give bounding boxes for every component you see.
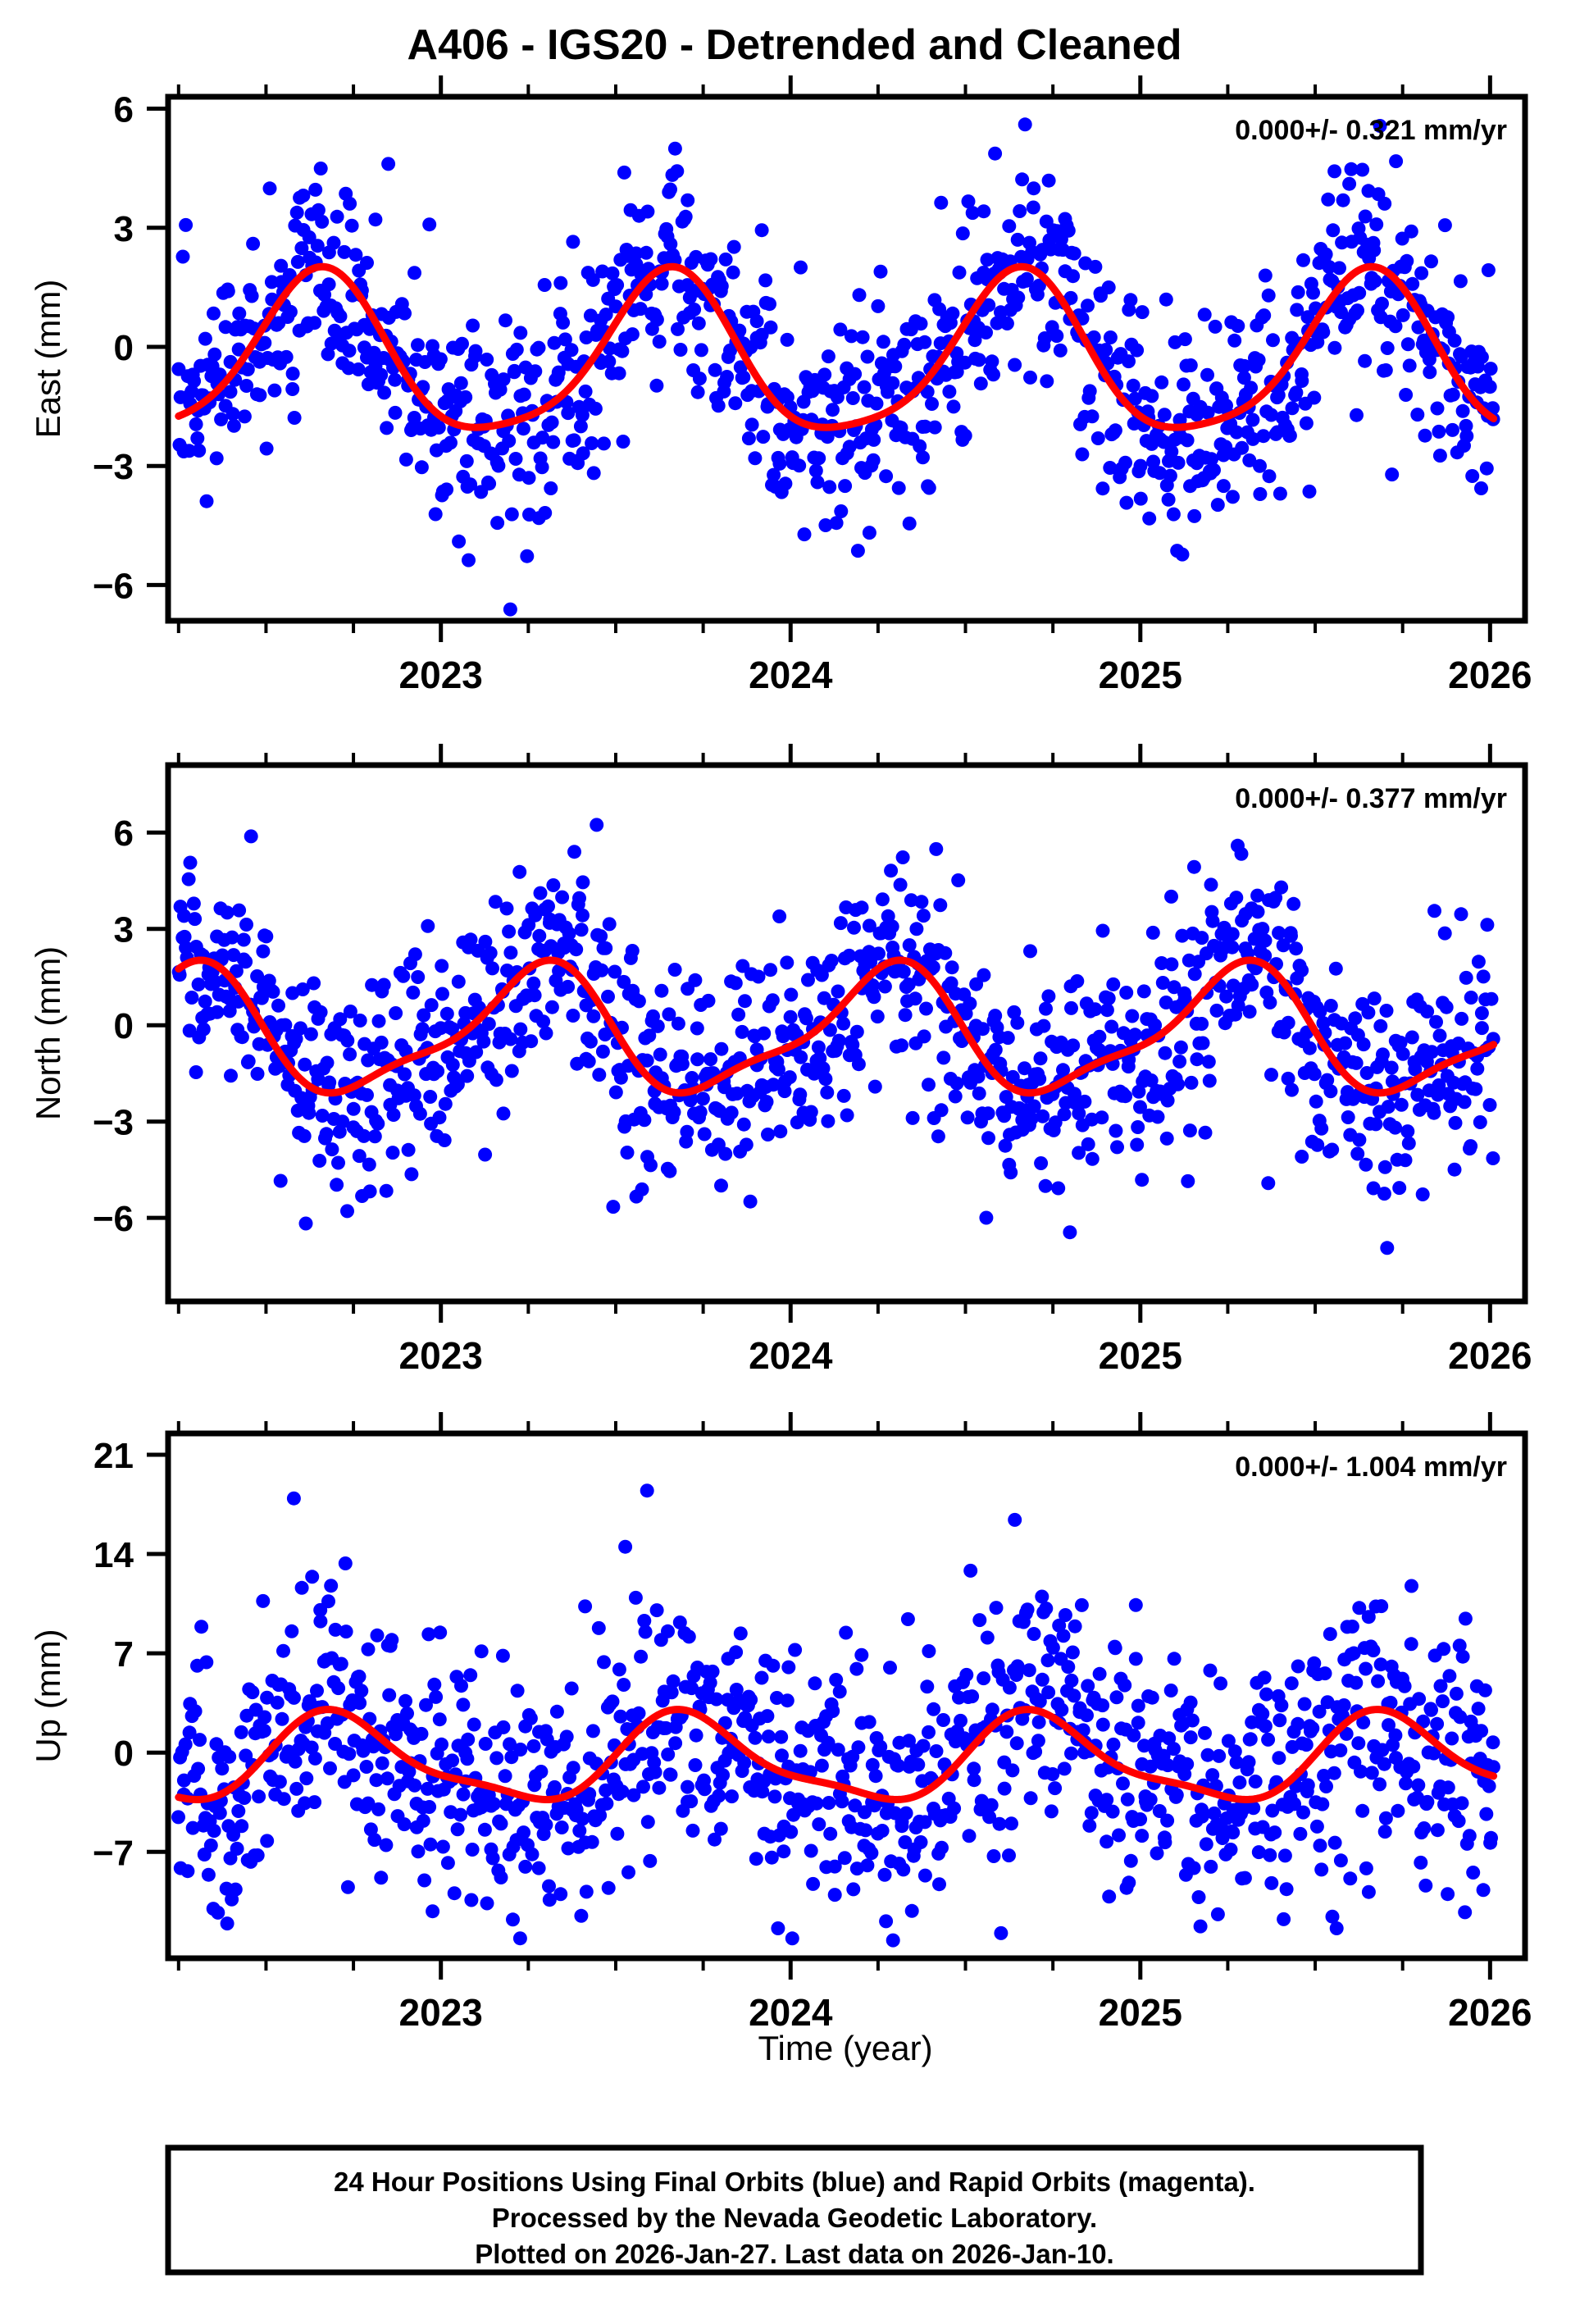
y-axis-label-north: North (mm) (29, 946, 67, 1120)
data-point-cloud (171, 818, 1500, 1255)
y-tick-label: −7 (93, 1833, 134, 1873)
x-tick-label: 2023 (399, 654, 483, 696)
panels-group: 6 3 0 −3 −6 2023 2024 2025 2026 East (mm) 0.000+/-… (29, 75, 1532, 2034)
x-tick-label: 2026 (1448, 1334, 1532, 1377)
y-tick-label: −3 (93, 1103, 134, 1143)
y-tick-label: 3 (114, 209, 134, 249)
footer-line-2: Processed by the Nevada Geodetic Laborat… (492, 2203, 1097, 2233)
plot-frame-east (165, 93, 1528, 624)
scatter-points-up (171, 1433, 1500, 1948)
x-tick-label: 2025 (1099, 1991, 1182, 2034)
y-tick-label: −3 (93, 447, 134, 487)
x-tick-label: 2026 (1448, 1991, 1532, 2034)
y-tick-label: 0 (114, 1006, 134, 1046)
panel-up: 21 14 7 0 −7 2023 2024 2025 2026 Up (mm) 0.000+/- … (29, 1412, 1532, 2034)
seasonal-fit-line (175, 956, 1498, 1097)
x-tick-label: 2023 (399, 1334, 483, 1377)
y-tick-label: 21 (93, 1436, 134, 1476)
data-point-cloud (171, 1433, 1500, 1948)
y-tick-label: 6 (114, 90, 134, 130)
y-tick-label: 6 (114, 813, 134, 854)
rate-annotation-east: 0.000+/- 0.321 mm/yr (1235, 115, 1507, 146)
data-point-cloud (171, 117, 1500, 617)
x-tick-label: 2025 (1099, 654, 1182, 696)
y-tick-label: 14 (93, 1535, 134, 1575)
x-tick-label: 2024 (749, 1334, 833, 1377)
page-title: A406 - IGS20 - Detrended and Cleaned (407, 21, 1182, 69)
y-tick-label: 0 (114, 1734, 134, 1774)
plot-frame-up (165, 1430, 1528, 1962)
x-tick-label: 2025 (1099, 1334, 1182, 1377)
y-tick-label: 0 (114, 328, 134, 368)
seasonal-fit-line (175, 262, 1498, 431)
seasonal-fit-line (175, 1706, 1498, 1803)
y-tick-label: −6 (93, 566, 134, 606)
x-tick-label: 2026 (1448, 654, 1532, 696)
panel-east: 6 3 0 −3 −6 2023 2024 2025 2026 East (mm) 0.000+/-… (29, 75, 1532, 696)
y-tick-label: −6 (93, 1199, 134, 1239)
x-axis-label: Time (year) (758, 2029, 932, 2067)
scatter-points-east (171, 117, 1500, 617)
y-tick-label: 7 (114, 1634, 134, 1675)
x-tick-label: 2024 (749, 1991, 833, 2034)
x-tick-label: 2023 (399, 1991, 483, 2034)
footer-line-1: 24 Hour Positions Using Final Orbits (bl… (334, 2167, 1255, 2197)
y-axis-label-up: Up (mm) (29, 1629, 67, 1762)
y-tick-label: 3 (114, 910, 134, 950)
scatter-points-north (171, 818, 1500, 1255)
rate-annotation-north: 0.000+/- 0.377 mm/yr (1235, 783, 1507, 814)
panel-north: 6 3 0 −3 −6 2023 2024 2025 2026 North (mm) 0.000+/… (29, 744, 1532, 1377)
rate-annotation-up: 0.000+/- 1.004 mm/yr (1235, 1451, 1507, 1483)
plot-frame-north (165, 762, 1528, 1305)
footer-line-3: Plotted on 2026-Jan-27. Last data on 202… (475, 2239, 1113, 2269)
x-tick-label: 2024 (749, 654, 833, 696)
footer-box (165, 2144, 1424, 2276)
y-axis-label-east: East (mm) (29, 280, 67, 439)
